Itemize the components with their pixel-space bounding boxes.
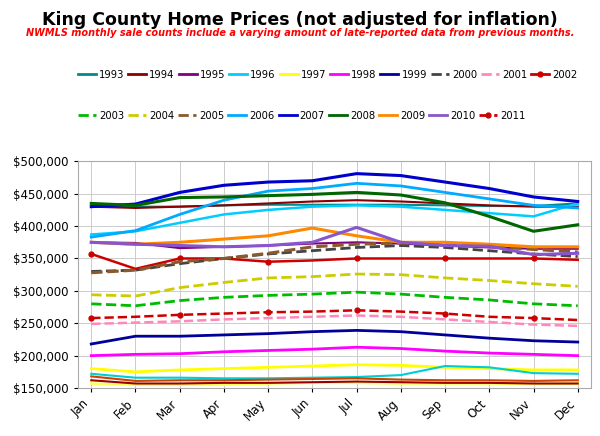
- Legend: 2003, 2004, 2005, 2006, 2007, 2008, 2009, 2010, 2011: 2003, 2004, 2005, 2006, 2007, 2008, 2009…: [78, 111, 526, 121]
- Text: King County Home Prices (not adjusted for inflation): King County Home Prices (not adjusted fo…: [42, 11, 558, 29]
- Text: NWMLS monthly sale counts include a varying amount of late-reported data from pr: NWMLS monthly sale counts include a vary…: [26, 28, 574, 38]
